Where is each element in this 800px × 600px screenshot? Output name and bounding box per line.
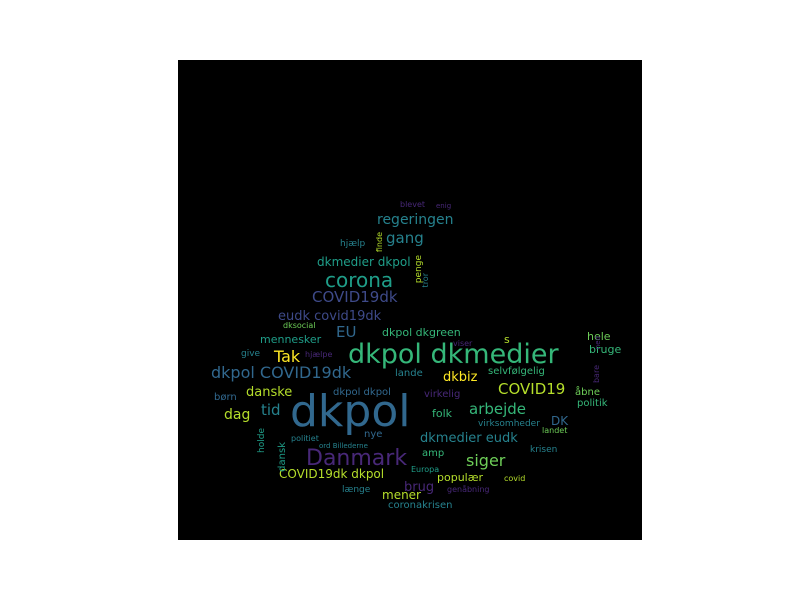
word-tror: tror: [421, 273, 430, 288]
word-lande: lande: [395, 368, 423, 379]
word-krisen: krisen: [530, 445, 558, 455]
word-dkpol-dkpol: dkpol dkpol: [333, 387, 391, 398]
word-covid19dk: COVID19dk: [312, 288, 398, 306]
word-genabning: genåbning: [447, 485, 490, 494]
word-danmark: Danmark: [306, 446, 408, 471]
word-coronakrisen: coronakrisen: [388, 500, 453, 511]
word-born: børn: [214, 392, 237, 403]
word-ned: ned: [594, 336, 602, 350]
word-dkpol: dkpol: [290, 386, 411, 437]
word-dkpol-dkgreen: dkpol dkgreen: [382, 326, 461, 339]
word-dkpol-dkmedier: dkpol dkmedier: [348, 339, 559, 370]
word-brug: brug: [404, 480, 435, 495]
word-blevet: blevet: [400, 200, 426, 209]
word-cloud-canvas: dkpol dkpol dkmedier Danmark corona COVI…: [178, 60, 642, 540]
word-enig: enig: [436, 202, 452, 210]
word-hjaelp: hjælp: [340, 239, 366, 249]
word-virkelig: virkelig: [424, 389, 461, 400]
word-tak: Tak: [274, 347, 301, 366]
word-folk: folk: [432, 407, 453, 420]
word-mener: mener: [382, 488, 421, 502]
word-ord-billederne: ord Billederne: [319, 442, 368, 450]
word-populaer: populær: [437, 471, 484, 484]
word-siger: siger: [466, 451, 506, 470]
word-dk: DK: [551, 414, 569, 428]
word-laenge: længe: [342, 485, 371, 495]
word-s: s: [504, 333, 510, 346]
word-dag: dag: [224, 407, 251, 423]
word-nye: nye: [364, 429, 383, 440]
word-danske: danske: [246, 385, 293, 400]
word-arbejde: arbejde: [469, 400, 527, 418]
word-viser: viser: [453, 339, 473, 348]
word-corona: corona: [325, 268, 394, 292]
word-bruge: bruge: [589, 343, 622, 356]
word-give: give: [241, 349, 261, 359]
word-bare: bare: [592, 365, 601, 384]
word-covid19dk-dkpol: COVID19dk dkpol: [279, 467, 385, 481]
word-regeringen: regeringen: [377, 212, 454, 228]
word-abne: åbne: [575, 387, 600, 398]
word-landet: landet: [542, 426, 568, 435]
word-mennesker: mennesker: [260, 333, 322, 346]
word-selvfolgelig: selvfølgelig: [488, 366, 545, 377]
word-hele: hele: [587, 330, 611, 343]
word-eudk-covid19dk: eudk covid19dk: [278, 309, 382, 324]
word-tid: tid: [261, 401, 281, 419]
word-dkmedier-dkpol: dkmedier dkpol: [317, 255, 411, 269]
word-dkbiz: dkbiz: [443, 370, 478, 385]
word-dkmedier-eudk: dkmedier eudk: [420, 431, 518, 446]
word-dkpol-covid19dk: dkpol COVID19dk: [211, 363, 352, 382]
word-covid: covid: [504, 474, 526, 483]
word-covid19: COVID19: [498, 380, 566, 398]
word-gang: gang: [386, 229, 424, 247]
word-politik: politik: [577, 398, 608, 409]
word-holde: holde: [257, 428, 267, 453]
word-europa: Europa: [411, 465, 440, 474]
word-politiet: politiet: [291, 434, 319, 443]
word-finde: finde: [375, 232, 384, 253]
word-eu: EU: [336, 323, 357, 341]
word-amp: amp: [422, 448, 445, 459]
word-dansk: dansk: [277, 442, 288, 472]
word-hjaelpe: hjælpe: [305, 350, 333, 359]
word-virksomheder: virksomheder: [478, 419, 540, 429]
word-dksocial: dksocial: [283, 321, 316, 330]
